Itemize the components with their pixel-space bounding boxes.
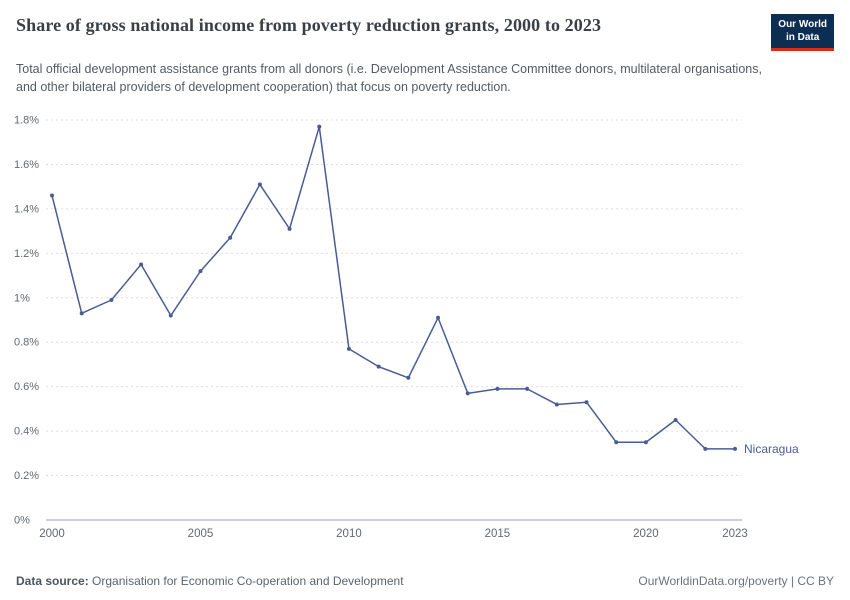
y-tick-label: 1.2% (14, 248, 39, 260)
y-tick-label: 0.6% (14, 381, 39, 393)
data-point[interactable] (614, 440, 619, 445)
x-tick-label: 2015 (485, 528, 511, 540)
page-title: Share of gross national income from pove… (16, 15, 602, 35)
data-point[interactable] (376, 364, 381, 369)
owid-logo[interactable]: Our World in Data (771, 14, 834, 51)
data-source-text: Organisation for Economic Co-operation a… (92, 574, 404, 588)
credits-link[interactable]: OurWorldinData.org/poverty | CC BY (638, 574, 834, 588)
data-point[interactable] (643, 440, 648, 445)
nicaragua-line (51, 126, 736, 450)
y-tick-label: 1.8% (14, 115, 39, 127)
chart-area: 0% 0.2% 0.4% 0.6% 0.8% 1% 1.2% 1.4% 1.6% 1.8% 2000… (0, 108, 850, 549)
y-tick-label: 1% (14, 293, 30, 305)
data-point[interactable] (703, 447, 708, 452)
data-point[interactable] (495, 387, 500, 392)
data-point[interactable] (317, 124, 322, 129)
data-point[interactable] (554, 402, 559, 407)
line-chart[interactable]: 0% 0.2% 0.4% 0.6% 0.8% 1% 1.2% 1.4% 1.6% 1.8% 2000… (0, 108, 850, 544)
y-tick-label: 0.2% (14, 470, 39, 482)
series-label-nicaragua[interactable]: Nicaragua (744, 442, 799, 456)
data-point[interactable] (257, 182, 262, 187)
data-point[interactable] (228, 236, 233, 241)
y-tick-label: 0.4% (14, 426, 39, 438)
chart-subtitle: Total official development assistance gr… (16, 62, 762, 95)
data-point[interactable] (168, 313, 173, 318)
data-point[interactable] (584, 400, 589, 405)
y-tick-label: 0% (14, 515, 30, 527)
x-tick-label: 2020 (633, 528, 659, 540)
owid-logo-line2: in Data (785, 31, 820, 43)
data-point[interactable] (465, 391, 470, 396)
x-tick-label: 2000 (39, 528, 65, 540)
data-point[interactable] (287, 227, 292, 232)
data-source: Data source: Organisation for Economic C… (16, 574, 404, 588)
data-point[interactable] (50, 193, 54, 198)
data-point[interactable] (673, 418, 678, 423)
chart-footer: Data source: Organisation for Economic C… (0, 574, 850, 588)
data-point[interactable] (139, 262, 144, 267)
x-tick-label: 2005 (188, 528, 214, 540)
data-point[interactable] (733, 447, 737, 452)
y-tick-label: 0.8% (14, 337, 39, 349)
data-point[interactable] (525, 387, 530, 392)
data-point[interactable] (346, 347, 351, 352)
data-source-label: Data source: (16, 574, 89, 588)
x-tick-label: 2023 (722, 528, 748, 540)
data-point[interactable] (79, 311, 84, 316)
x-tick-label: 2010 (336, 528, 362, 540)
y-tick-label: 1.6% (14, 159, 39, 171)
owid-logo-line1: Our World (778, 19, 827, 30)
chart-header: Share of gross national income from pove… (0, 0, 850, 51)
data-point[interactable] (406, 376, 411, 381)
y-tick-label: 1.4% (14, 204, 39, 216)
data-point[interactable] (109, 298, 114, 303)
data-point[interactable] (436, 316, 441, 321)
data-point[interactable] (198, 269, 203, 274)
